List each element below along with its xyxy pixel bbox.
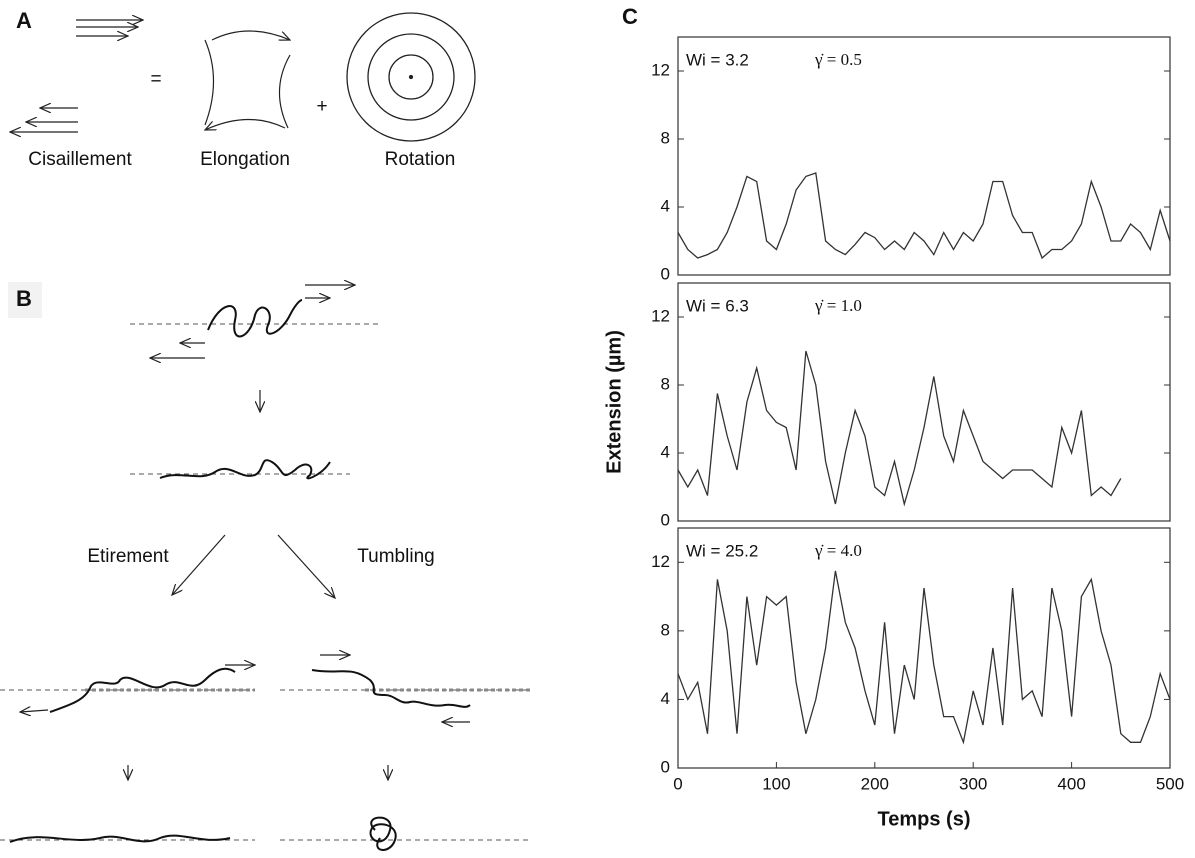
x-axis-label: Temps (s) [878, 808, 971, 830]
x-tick-label: 100 [762, 774, 790, 793]
annotation: Wi = 25.2 [686, 541, 758, 560]
annotation: γ̇ = 1.0 [814, 296, 862, 315]
y-axis-label: Extension (µm) [603, 330, 625, 474]
x-tick-label: 500 [1156, 774, 1184, 793]
equals-sign: = [150, 69, 161, 90]
y-tick-label: 4 [661, 442, 670, 461]
x-tick-label: 300 [959, 774, 987, 793]
y-tick-label: 4 [661, 689, 670, 708]
annotation: γ̇ = 0.5 [814, 50, 862, 69]
y-tick-label: 8 [661, 620, 670, 639]
y-tick-label: 12 [651, 306, 670, 325]
plot-frame [677, 282, 1171, 522]
panel-label: A [16, 8, 32, 33]
y-tick-label: 0 [661, 264, 670, 283]
plot-frame [677, 36, 1171, 276]
elongation-icon [205, 30, 290, 130]
x-tick-label: 0 [673, 774, 682, 793]
y-tick-label: 8 [661, 374, 670, 393]
y-tick-label: 12 [651, 60, 670, 79]
rotation-icon [346, 12, 476, 142]
data-line [677, 172, 1171, 260]
plot-frame [677, 527, 1171, 769]
label-box [8, 282, 42, 318]
annotation: Wi = 6.3 [686, 296, 749, 315]
caption: Rotation [385, 149, 456, 170]
annotation: Wi = 3.2 [686, 50, 749, 69]
caption: Etirement [87, 546, 169, 567]
data-line [677, 350, 1122, 507]
x-tick-label: 200 [861, 774, 889, 793]
data-line [677, 570, 1171, 745]
caption: Tumbling [357, 546, 434, 567]
panel-label: C [622, 4, 638, 29]
shear-arrows [10, 20, 143, 132]
x-tick-label: 400 [1057, 774, 1085, 793]
y-tick-label: 4 [661, 196, 670, 215]
caption: Elongation [200, 149, 290, 170]
y-tick-label: 8 [661, 128, 670, 147]
panel-label: B [16, 286, 32, 311]
y-tick-label: 0 [661, 757, 670, 776]
annotation: γ̇ = 4.0 [814, 541, 862, 560]
caption: Cisaillement [28, 149, 132, 170]
chain-diagram [0, 285, 530, 851]
y-tick-label: 12 [651, 552, 670, 571]
plus-sign: + [316, 96, 327, 117]
y-tick-label: 0 [661, 510, 670, 529]
